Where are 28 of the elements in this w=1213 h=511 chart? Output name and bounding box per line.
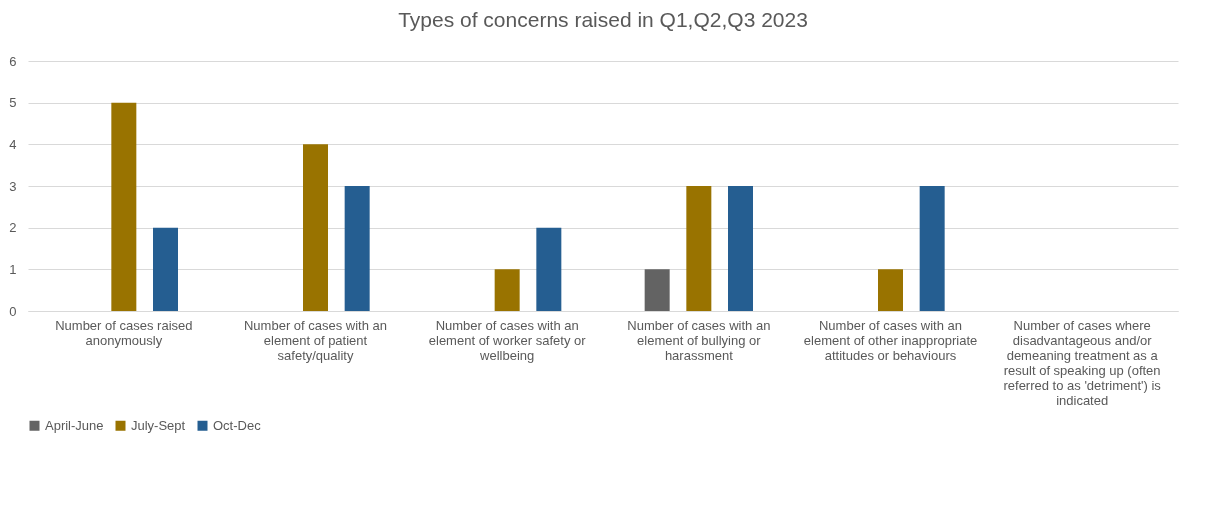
bar [686, 186, 712, 311]
y-tick-label: 6 [9, 53, 17, 69]
bar [153, 227, 178, 311]
bar [878, 269, 903, 311]
y-tick-label: 0 [9, 303, 17, 319]
x-tick-label: Number of cases with an element of other inappropriate attitudes or behaviours [803, 317, 978, 363]
bar [728, 186, 753, 311]
x-tick-label: Number of cases raised anonymously [55, 317, 193, 348]
bar [111, 102, 137, 311]
bar [303, 144, 328, 311]
y-tick-label: 3 [9, 178, 17, 194]
bar [494, 269, 520, 311]
x-tick-label: Number of cases with an element of patient safety/quality [243, 317, 388, 363]
y-tick-label: 4 [9, 136, 17, 152]
chart-title: Types of concerns raised in Q1,Q2,Q3 2023 [398, 8, 808, 31]
bar [919, 186, 945, 311]
legend-label: Oct-Dec [213, 417, 262, 433]
bar [344, 186, 370, 311]
legend-label: April-June [45, 417, 104, 433]
legend-label: July-Sept [131, 417, 186, 433]
x-tick-label: Number of cases where disadvantageous and/or demeaning treatment as a result of speaking up (often referred to as 'detriment') is indicated [1003, 317, 1162, 408]
y-tick-label: 1 [9, 261, 17, 277]
x-tick-label: Number of cases with an element of bullying or harassment [627, 317, 771, 363]
bar [536, 227, 562, 311]
x-tick-label: Number of cases with an element of worker safety or wellbeing [428, 317, 587, 363]
y-tick-label: 2 [9, 220, 17, 236]
bar [644, 269, 670, 311]
y-tick-label: 5 [9, 95, 17, 111]
